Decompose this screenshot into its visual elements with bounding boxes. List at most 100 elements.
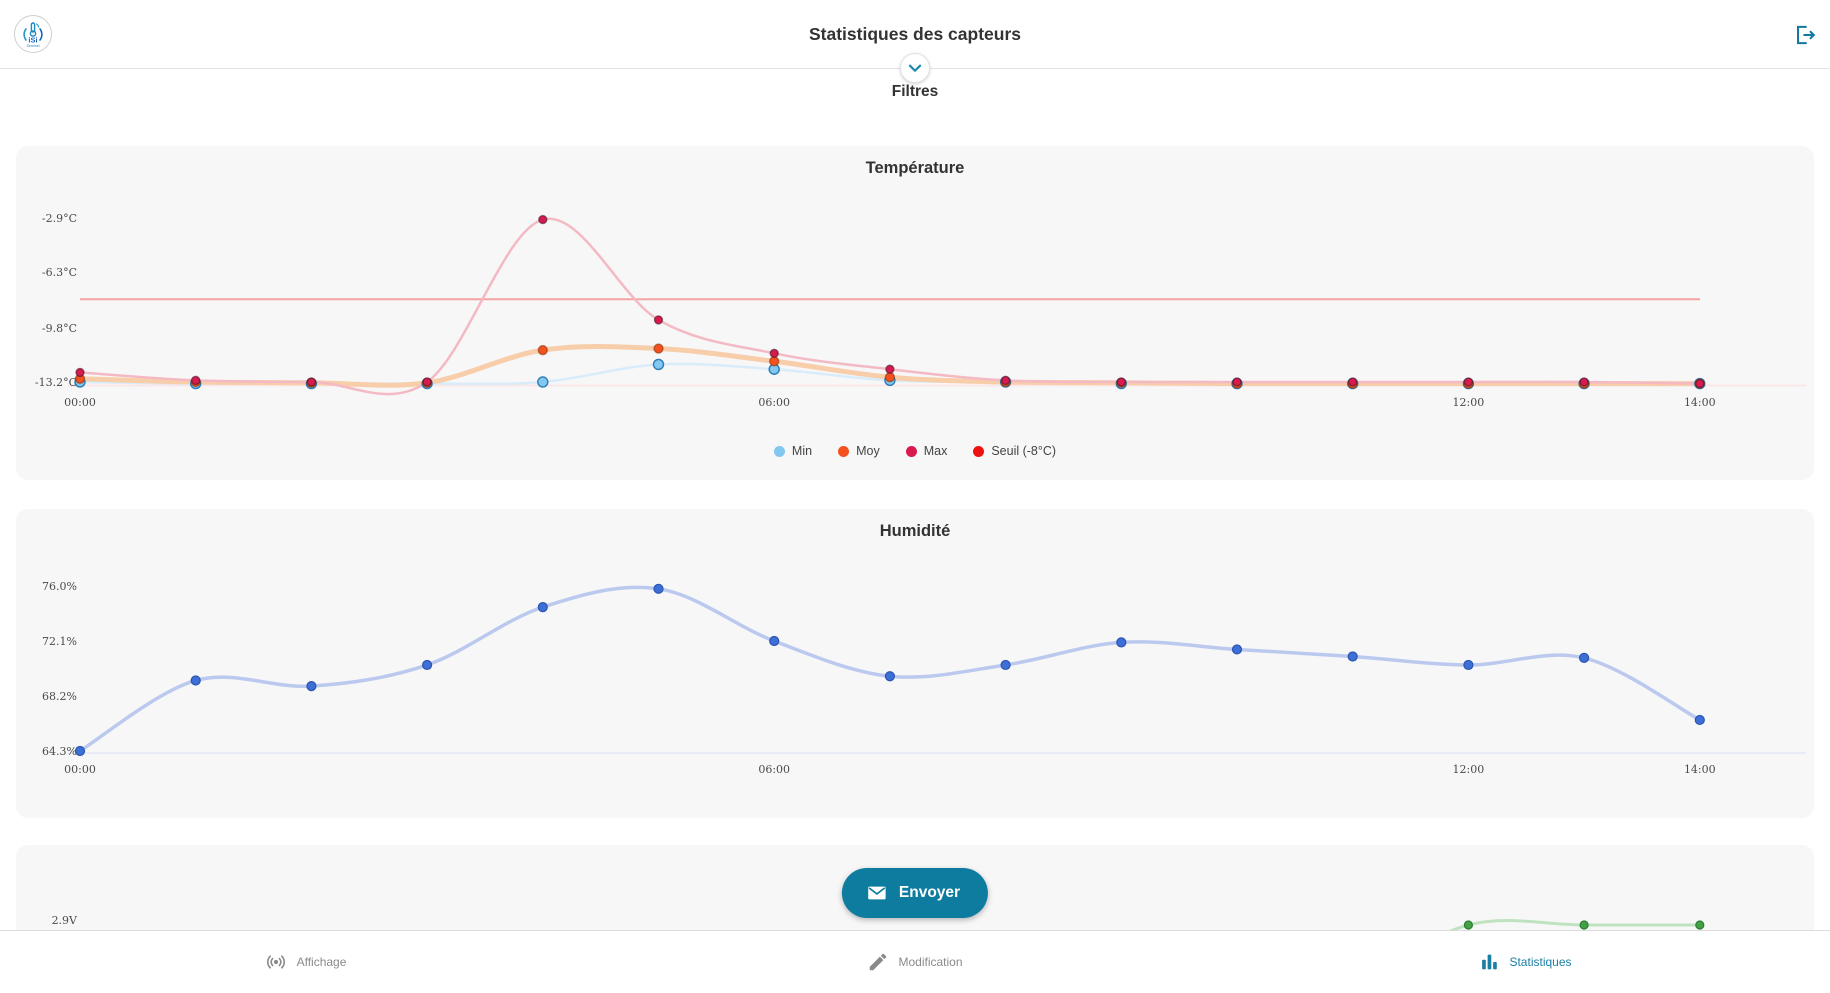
data-point xyxy=(1695,378,1705,389)
temperature-card: Température -2.9°C -6.3°C -9.8°C -13.2°C 00:… xyxy=(16,146,1814,480)
data-point xyxy=(1579,920,1589,930)
data-point xyxy=(537,602,548,613)
data-point xyxy=(652,358,665,371)
legend-label-seuil: Seuil (-8°C) xyxy=(991,444,1057,458)
series-line xyxy=(78,585,1702,753)
data-point xyxy=(1116,637,1127,648)
y-tick-label: 72.1% xyxy=(42,635,77,648)
data-point xyxy=(1694,714,1705,726)
x-tick-label: 00:00 xyxy=(64,396,96,409)
mail-icon xyxy=(868,886,886,900)
data-point xyxy=(884,671,896,682)
data-point xyxy=(190,375,201,386)
bottom-nav: Affichage Modification Statistiques xyxy=(0,930,1830,993)
nav-label-modification: Modification xyxy=(898,955,963,969)
data-point xyxy=(306,377,317,387)
humidity-chart-title: Humidité xyxy=(879,522,951,540)
voltage-chart: 2.9V xyxy=(52,914,1705,931)
legend-label-min: Min xyxy=(791,444,813,458)
temperature-chart: -2.9°C -6.3°C -9.8°C -13.2°C 00:00 06:00 12:00… xyxy=(35,212,1806,409)
legend-item-min[interactable]: Min xyxy=(773,444,813,458)
logout-button[interactable] xyxy=(1788,20,1820,52)
send-button-label: Envoyer xyxy=(898,884,961,901)
data-point xyxy=(1463,920,1474,930)
legend-dot-seuil xyxy=(973,445,985,457)
chevron-down-icon xyxy=(908,64,922,72)
series-line xyxy=(78,217,1702,396)
y-tick-label: 64.3% xyxy=(42,745,77,758)
legend-label-moy: Moy xyxy=(856,444,880,458)
svg-text:Sentinel: Sentinel xyxy=(27,44,40,48)
logo-icon: iSi Sentinel xyxy=(23,22,43,48)
data-point xyxy=(538,214,548,225)
data-point xyxy=(1579,377,1589,387)
x-tick-label: 00:00 xyxy=(64,763,96,776)
data-point xyxy=(1347,377,1358,387)
y-tick-label: 2.9V xyxy=(52,914,78,927)
x-tick-label: 06:00 xyxy=(758,396,790,409)
legend-item-seuil[interactable]: Seuil (-8°C) xyxy=(973,444,1056,458)
y-tick-label: -6.3°C xyxy=(42,266,77,279)
logout-icon xyxy=(1797,25,1816,44)
data-point xyxy=(1232,377,1242,387)
data-point xyxy=(75,367,85,378)
data-point xyxy=(537,376,549,388)
y-tick-label: -13.2°C xyxy=(35,376,77,389)
data-point xyxy=(653,343,664,354)
data-point xyxy=(1231,644,1243,655)
bar-chart-icon xyxy=(1482,954,1498,970)
legend-dot-min xyxy=(773,445,785,457)
series-line xyxy=(1446,919,1702,931)
humidity-chart: 76.0% 72.1% 68.2% 64.3% 00:00 06:00 12:00 14:00 xyxy=(42,580,1806,776)
nav-item-affichage[interactable]: Affichage xyxy=(0,931,610,993)
send-button[interactable]: Envoyer xyxy=(841,868,989,918)
data-point xyxy=(537,344,548,356)
data-point xyxy=(422,659,433,671)
temperature-chart-title: Température xyxy=(865,159,965,177)
humidity-card: Humidité 76.0% 72.1% 68.2% 64.3% 00:00 06:00 1… xyxy=(16,509,1814,818)
y-tick-label: -2.9°C xyxy=(42,212,77,225)
legend-item-max[interactable]: Max xyxy=(905,444,948,458)
data-point xyxy=(1463,659,1474,671)
legend-label-max: Max xyxy=(923,444,948,458)
data-point xyxy=(306,681,317,692)
legend-dot-max xyxy=(905,445,917,457)
y-tick-label: 76.0% xyxy=(42,580,77,593)
y-tick-label: 68.2% xyxy=(42,690,77,703)
data-point xyxy=(190,675,201,686)
data-point xyxy=(1463,377,1474,387)
filters-title: Filtres xyxy=(891,83,939,100)
nav-item-statistiques[interactable]: Statistiques xyxy=(1220,931,1830,993)
data-point xyxy=(769,356,780,367)
temperature-legend: Min Moy Max Seuil (-8°C) xyxy=(16,444,1814,458)
data-point xyxy=(1347,651,1358,662)
data-point xyxy=(769,635,780,647)
x-tick-label: 14:00 xyxy=(1684,763,1716,776)
legend-item-moy[interactable]: Moy xyxy=(838,444,880,458)
data-point xyxy=(1695,920,1705,930)
data-point xyxy=(653,315,664,325)
data-point xyxy=(422,377,432,387)
data-point xyxy=(1000,659,1011,671)
data-point xyxy=(884,371,896,383)
nav-item-modification[interactable]: Modification xyxy=(610,931,1220,993)
app-logo: iSi Sentinel xyxy=(14,15,52,53)
svg-text:iSi: iSi xyxy=(28,36,37,45)
data-point xyxy=(885,364,895,374)
data-point xyxy=(1116,377,1127,387)
legend-dot-moy xyxy=(838,445,850,457)
data-point xyxy=(653,583,664,594)
data-point xyxy=(1578,652,1590,664)
nav-label-affichage: Affichage xyxy=(296,955,347,969)
pencil-icon xyxy=(870,953,887,971)
data-point xyxy=(1000,375,1011,386)
broadcast-icon xyxy=(266,955,285,969)
x-tick-label: 12:00 xyxy=(1453,396,1485,409)
x-tick-label: 06:00 xyxy=(758,763,790,776)
y-tick-label: -9.8°C xyxy=(42,322,77,335)
x-tick-label: 14:00 xyxy=(1684,396,1716,409)
nav-label-statistiques: Statistiques xyxy=(1509,955,1572,969)
filters-expand-button[interactable] xyxy=(900,53,930,83)
data-point xyxy=(769,348,779,359)
data-point xyxy=(74,745,86,757)
